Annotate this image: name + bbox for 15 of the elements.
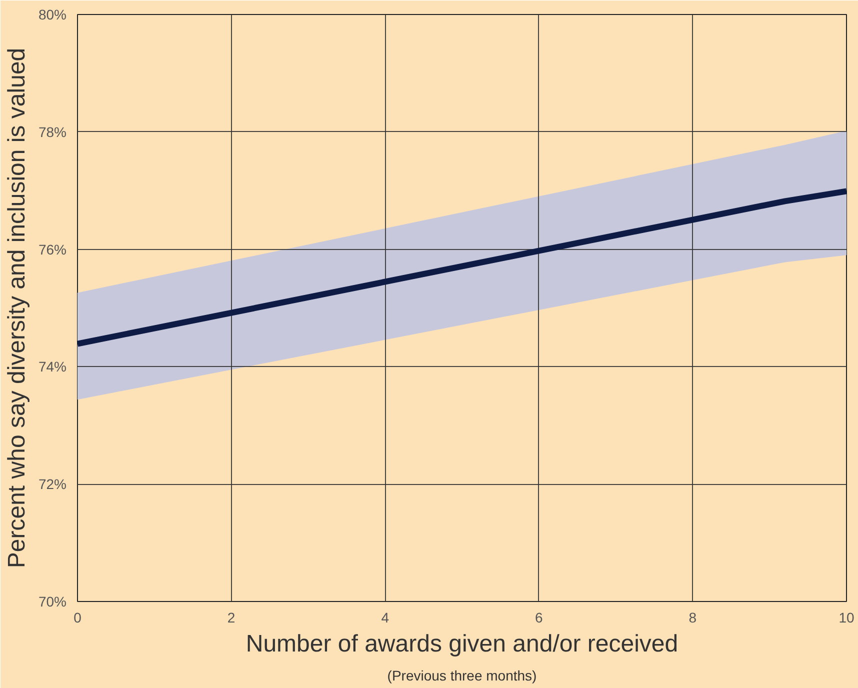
x-tick-label: 4	[381, 610, 390, 626]
y-tick-label: 72%	[38, 476, 67, 492]
text: (Previous three months)	[387, 668, 537, 684]
y-tick-label: 70%	[38, 594, 67, 610]
x-tick-label: 8	[688, 610, 697, 626]
y-tick-label: 80%	[38, 6, 67, 22]
x-tick-label: 2	[227, 610, 236, 626]
y-tick-label: 76%	[38, 241, 67, 258]
y-tick-label: 78%	[38, 124, 67, 140]
x-tick-label: 0	[74, 610, 82, 626]
y-axis-title: Percent who say diversity and inclusion is valued	[3, 48, 30, 568]
x-tick-label: 6	[535, 610, 544, 626]
x-tick-label: 10	[838, 610, 854, 626]
x-axis-title: Number of awards given and/or received	[246, 630, 678, 658]
y-tick-label: 74%	[38, 358, 67, 375]
